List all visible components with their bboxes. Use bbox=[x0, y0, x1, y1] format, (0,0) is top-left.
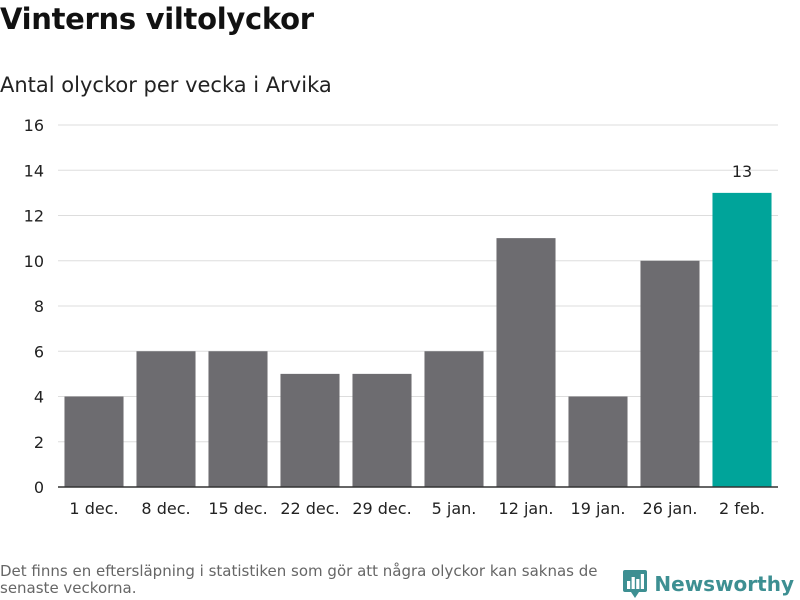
bar bbox=[352, 373, 412, 487]
bar bbox=[64, 396, 124, 487]
footnote: Det finns en eftersläpning i statistiken… bbox=[0, 562, 598, 597]
y-tick-label: 0 bbox=[34, 478, 44, 497]
y-tick-label: 6 bbox=[34, 342, 44, 361]
y-tick-label: 12 bbox=[24, 207, 44, 226]
brand-logo: Newsworthy bbox=[622, 569, 794, 599]
data-labels: 13 bbox=[732, 162, 752, 181]
bar bbox=[568, 396, 628, 487]
y-tick-label: 4 bbox=[34, 388, 44, 407]
data-label: 13 bbox=[732, 162, 752, 181]
x-tick-label: 26 jan. bbox=[643, 499, 698, 518]
bar bbox=[640, 260, 700, 487]
chart-title: Vinterns viltolyckor bbox=[0, 2, 314, 36]
x-tick-label: 1 dec. bbox=[69, 499, 118, 518]
bar bbox=[712, 192, 772, 487]
y-axis-tick-labels: 0 2 4 6 8 10 12 14 16 bbox=[24, 116, 44, 497]
bar bbox=[136, 351, 196, 487]
x-tick-label: 2 feb. bbox=[719, 499, 765, 518]
bar bbox=[208, 351, 268, 487]
x-tick-label: 22 dec. bbox=[280, 499, 339, 518]
x-tick-label: 15 dec. bbox=[208, 499, 267, 518]
bar bbox=[424, 351, 484, 487]
bar bbox=[496, 238, 556, 487]
y-tick-label: 10 bbox=[24, 252, 44, 271]
chart-subtitle: Antal olyckor per vecka i Arvika bbox=[0, 73, 332, 97]
x-axis-tick-labels: 1 dec. 8 dec. 15 dec. 22 dec. 29 dec. 5 jan. 1… bbox=[69, 499, 765, 518]
bar bbox=[280, 373, 340, 487]
x-tick-label: 29 dec. bbox=[352, 499, 411, 518]
bars bbox=[64, 192, 772, 487]
x-tick-label: 12 jan. bbox=[499, 499, 554, 518]
brand-name: Newsworthy bbox=[654, 572, 794, 596]
y-tick-label: 8 bbox=[34, 297, 44, 316]
y-tick-label: 16 bbox=[24, 116, 44, 135]
x-tick-label: 5 jan. bbox=[432, 499, 477, 518]
bar-chart: 0 2 4 6 8 10 12 14 16 1 dec. 8 dec. 15 dec. 22 dec.… bbox=[24, 116, 778, 518]
x-tick-label: 8 dec. bbox=[141, 499, 190, 518]
x-tick-label: 19 jan. bbox=[571, 499, 626, 518]
y-tick-label: 14 bbox=[24, 161, 44, 180]
bar-chart-logo-icon bbox=[623, 570, 648, 598]
y-tick-label: 2 bbox=[34, 433, 44, 452]
